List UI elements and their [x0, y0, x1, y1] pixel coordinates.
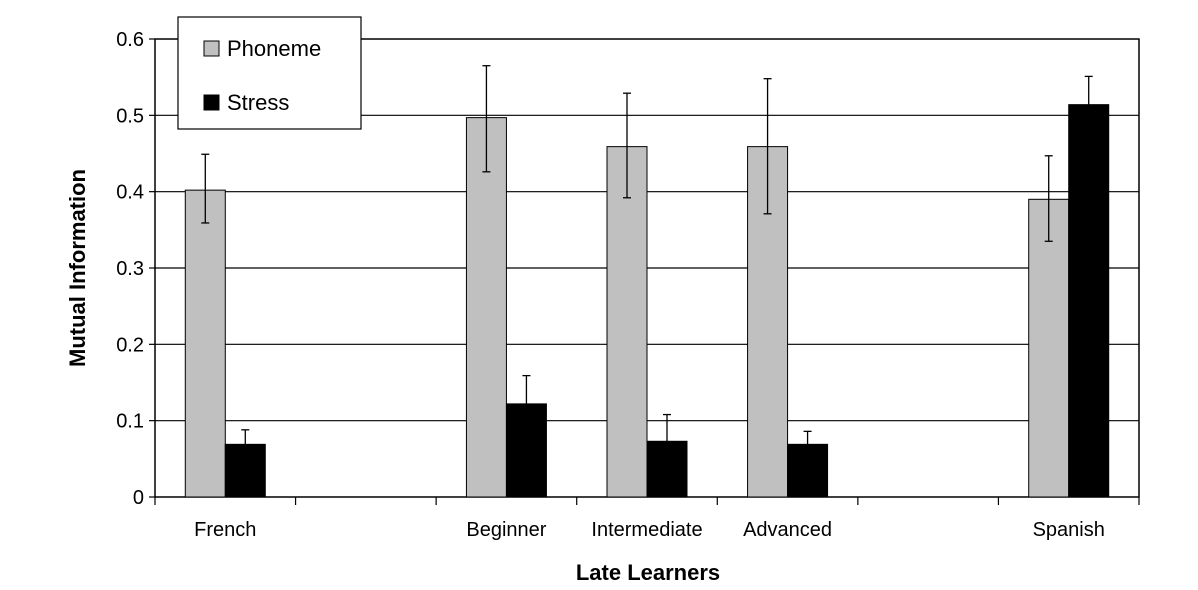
x-tick-label: French — [194, 519, 256, 541]
y-tick-label: 0.2 — [116, 334, 144, 356]
bar-phoneme — [465, 117, 507, 498]
error-bars — [201, 65, 1093, 445]
legend-swatch-stress — [203, 94, 220, 111]
x-axis-ticks: French Beginner Intermediate Advanced Spanis… — [154, 497, 1140, 541]
bar-stress — [1068, 104, 1110, 498]
bar-phoneme — [184, 189, 226, 498]
y-tick-label: 0.4 — [116, 182, 144, 204]
bar-phoneme — [1028, 198, 1070, 498]
y-tick-label: 0.6 — [116, 29, 144, 51]
y-tick-label: 0.3 — [116, 258, 144, 280]
legend: Phoneme Stress — [177, 16, 362, 130]
bars — [184, 104, 1110, 498]
y-tick-label: 0.5 — [116, 105, 144, 127]
x-tick-label: Advanced — [743, 519, 832, 541]
legend-swatch-phoneme — [203, 40, 220, 57]
bar-stress — [646, 440, 688, 498]
x-axis-title: Late Learners — [576, 560, 720, 585]
bar-stress — [787, 443, 829, 498]
x-tick-label: Beginner — [466, 519, 546, 541]
y-axis-title: Mutual Information — [65, 169, 90, 367]
legend-label-stress: Stress — [227, 90, 289, 115]
bar-stress — [224, 443, 266, 498]
y-axis-ticks: 0 0.1 0.2 0.3 0.4 0.5 0.6 — [116, 29, 155, 509]
y-tick-label: 0 — [133, 487, 144, 509]
y-tick-label: 0.1 — [116, 411, 144, 433]
x-tick-label: Spanish — [1033, 519, 1105, 541]
bar-stress — [505, 403, 547, 498]
bar-phoneme — [606, 146, 648, 498]
x-tick-label: Intermediate — [591, 519, 702, 541]
legend-label-phoneme: Phoneme — [227, 36, 321, 61]
